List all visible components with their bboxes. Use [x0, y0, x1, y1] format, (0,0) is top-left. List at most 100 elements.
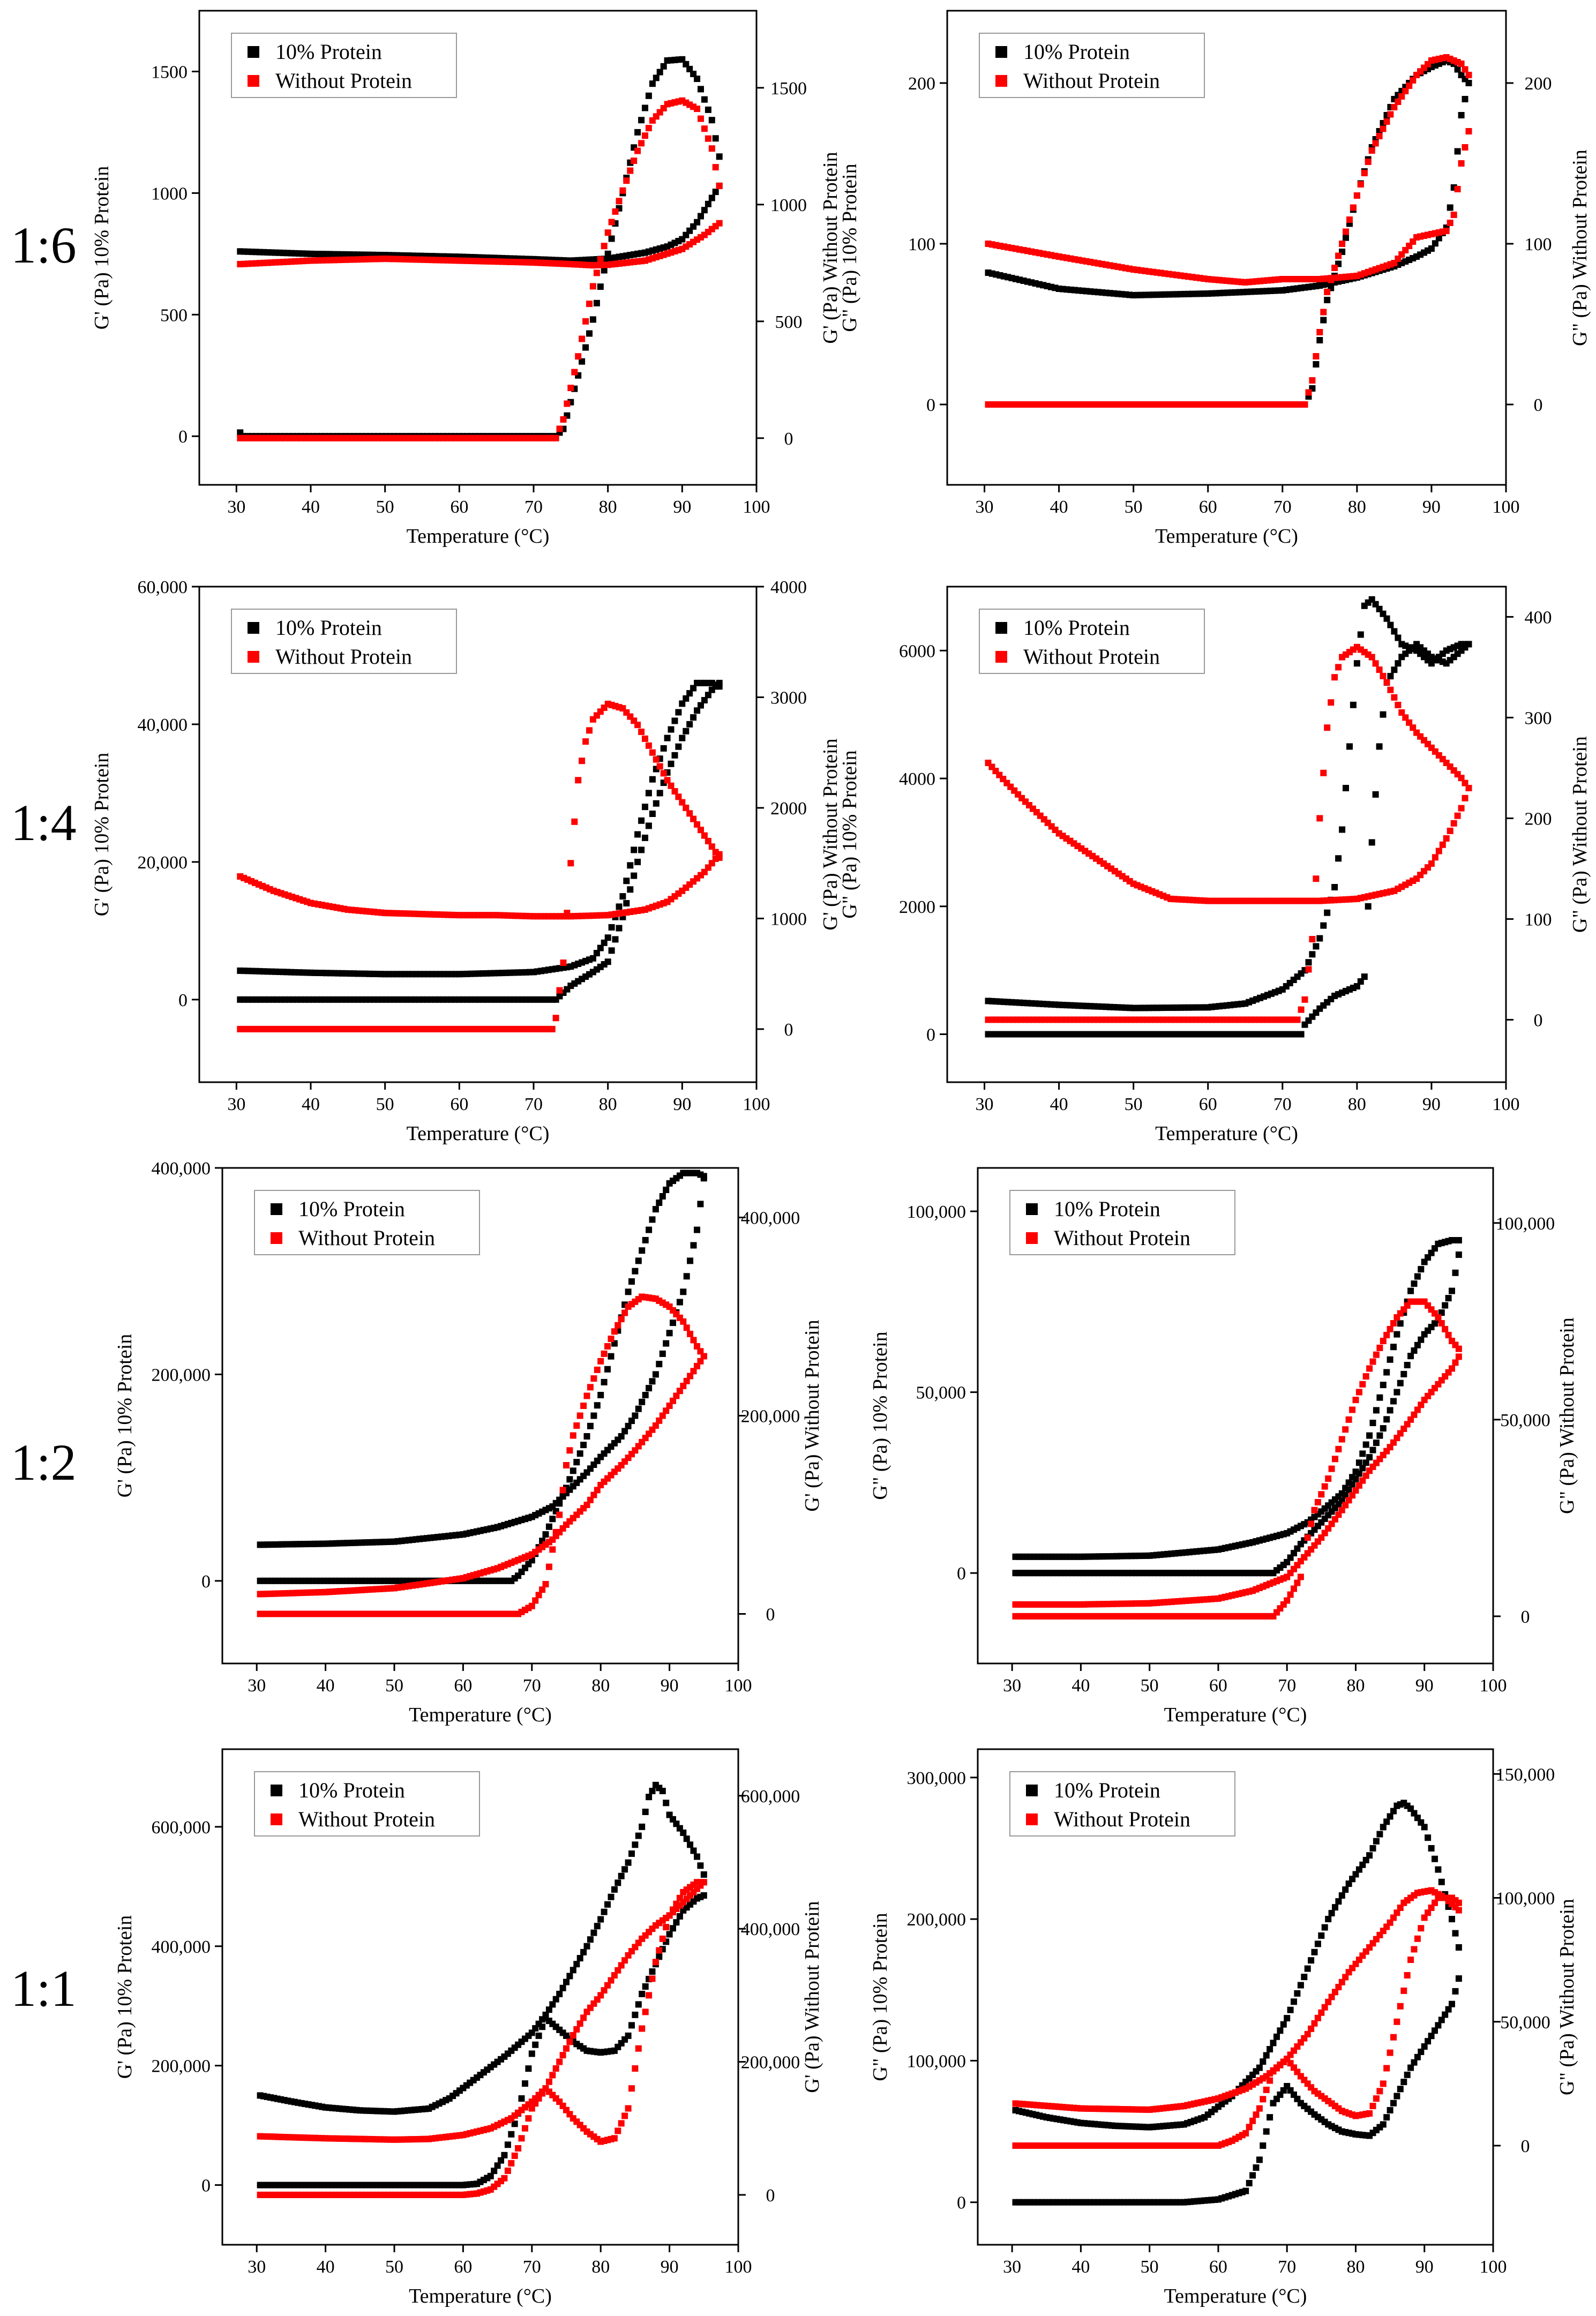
chart-panel-r1-left: 30 40 50 60 70 80 90 100 Temperature (°C) 0 500 100…	[91, 10, 842, 548]
data-point	[601, 1378, 608, 1385]
data-point	[1291, 1585, 1297, 1592]
legend-box	[1009, 1190, 1235, 1255]
data-point	[1304, 1534, 1311, 1541]
data-point	[708, 117, 715, 124]
y-left-tick-label: 200,000	[152, 2057, 211, 2077]
x-tick-label: 100	[725, 1676, 752, 1696]
data-point	[1263, 2052, 1270, 2059]
data-point	[700, 1353, 707, 1360]
data-point	[1435, 1314, 1442, 1321]
x-tick-label: 50	[1141, 2257, 1159, 2277]
data-point	[653, 74, 660, 81]
series-protein	[985, 596, 1472, 1038]
series-without-protein	[1012, 1298, 1462, 1620]
y-left-tick-label: 0	[926, 1025, 935, 1045]
data-point	[716, 679, 723, 686]
y-left-tick-label: 1000	[151, 184, 188, 204]
data-point	[608, 219, 615, 226]
x-tick-label: 60	[454, 2257, 472, 2277]
data-point	[608, 235, 615, 242]
data-point	[1390, 1914, 1397, 1921]
data-point	[1372, 660, 1379, 667]
y-right-tick-label: 1500	[770, 79, 807, 99]
data-point	[1092, 1601, 1099, 1608]
data-point	[1432, 2027, 1438, 2034]
data-point	[1373, 1407, 1380, 1414]
x-tick-label: 30	[976, 497, 994, 517]
data-point	[616, 198, 623, 205]
data-point	[549, 2001, 556, 2008]
data-point	[522, 2125, 528, 2132]
data-point	[601, 1908, 608, 1915]
data-point	[1439, 841, 1446, 848]
data-point	[1366, 2110, 1373, 2117]
y-right-tick-label: 400,000	[741, 1209, 800, 1228]
data-point	[1387, 1919, 1393, 1926]
data-point	[1404, 1972, 1411, 1978]
y-left-tick-label: 400,000	[152, 1159, 211, 1179]
data-point	[1435, 848, 1442, 855]
data-point	[1380, 2121, 1387, 2128]
x-tick-label: 60	[1209, 2257, 1227, 2277]
data-point	[708, 194, 715, 201]
legend-box	[979, 609, 1205, 674]
y-left-tick-label: 100,000	[907, 2051, 966, 2071]
data-point	[1324, 289, 1331, 295]
data-point	[590, 1929, 597, 1936]
data-point	[1287, 2006, 1294, 2013]
data-point	[642, 132, 648, 139]
data-point	[659, 1788, 666, 1794]
data-point	[590, 1375, 597, 1382]
data-point	[690, 1242, 697, 1249]
data-point	[1313, 943, 1320, 950]
data-point	[1387, 2049, 1393, 2056]
data-point	[1331, 265, 1338, 271]
data-point	[1390, 1398, 1397, 1405]
data-point	[1331, 674, 1338, 681]
data-point	[1383, 1369, 1390, 1376]
y-left-axis-title: G' (Pa) 10% Protein	[91, 753, 113, 917]
data-point	[604, 1343, 611, 1350]
y-right-axis-title: G" (Pa) Without Protein	[1556, 1317, 1578, 1514]
x-tick-label: 70	[523, 2257, 541, 2277]
data-point	[559, 2052, 566, 2059]
y-left-tick-label: 4000	[899, 769, 935, 789]
data-point	[1376, 1432, 1383, 1439]
data-point	[700, 1173, 707, 1180]
y-right-tick-label: 500	[775, 312, 803, 332]
x-tick-label: 100	[1493, 497, 1520, 517]
data-point	[618, 1433, 625, 1440]
data-point	[1346, 743, 1353, 750]
x-tick-label: 100	[1480, 2257, 1507, 2277]
legend-label: 10% Protein	[298, 1197, 405, 1221]
data-point	[594, 1923, 601, 1930]
data-point	[1383, 2114, 1390, 2121]
data-point	[1366, 1852, 1373, 1859]
data-point	[1246, 2180, 1253, 2186]
data-point	[1335, 252, 1342, 259]
y-left-tick-label: 0	[201, 1572, 211, 1592]
data-point	[1391, 694, 1398, 701]
data-point	[1383, 1818, 1390, 1825]
data-point	[576, 2020, 583, 2027]
data-point	[1316, 935, 1323, 942]
data-point	[708, 145, 715, 152]
data-point	[1369, 1358, 1376, 1365]
y-right-axis-title: G" (Pa) Without Protein	[1569, 736, 1591, 933]
series-without-protein	[237, 97, 723, 441]
data-point	[1418, 1401, 1425, 1408]
data-point	[1297, 1982, 1304, 1989]
data-point	[552, 1015, 559, 1022]
data-point	[676, 1388, 683, 1395]
data-point	[587, 1496, 594, 1503]
data-point	[504, 2167, 511, 2174]
data-point	[1321, 1924, 1328, 1931]
data-point	[631, 872, 638, 879]
data-point	[1335, 1898, 1342, 1905]
data-point	[639, 1823, 646, 1830]
data-point	[1418, 1336, 1425, 1343]
data-point	[1328, 1910, 1335, 1917]
data-point	[1280, 2021, 1287, 2028]
data-point	[1438, 2017, 1445, 2023]
data-point	[1380, 711, 1387, 718]
